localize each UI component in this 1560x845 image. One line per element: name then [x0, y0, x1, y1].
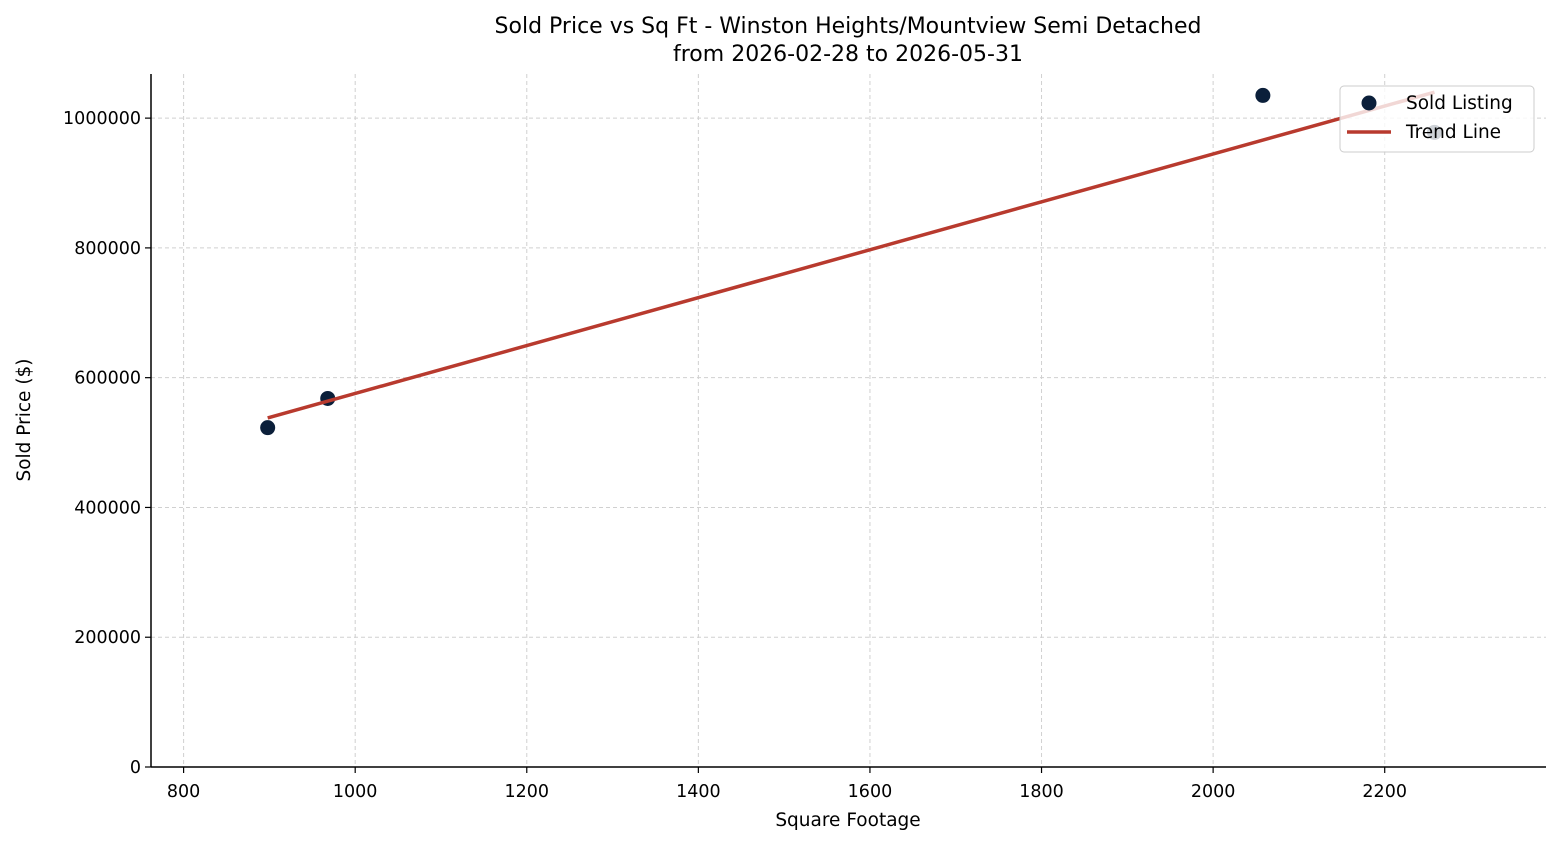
series	[260, 87, 1442, 436]
y-tick-label: 600000	[74, 369, 141, 389]
legend: Sold Listing Trend Line	[1339, 85, 1535, 153]
tick-labels: 800 1000 1200 1400 1600 1800 2000 2200 0 200000 40…	[63, 109, 1407, 802]
sold-listing-point	[1255, 87, 1271, 103]
grid	[151, 74, 1546, 768]
x-tick-label: 2000	[1191, 782, 1236, 802]
legend-label-sold-listing: Sold Listing	[1406, 93, 1513, 114]
chart-title-line1: Sold Price vs Sq Ft - Winston Heights/Mo…	[495, 14, 1202, 39]
y-tick-label: 200000	[74, 628, 141, 648]
y-tick-label: 1000000	[63, 109, 141, 129]
legend-box	[1339, 85, 1535, 153]
trend-line	[267, 90, 1435, 420]
legend-marker-sold-listing	[1361, 95, 1377, 111]
y-tick-label: 0	[130, 758, 141, 778]
sold-listing-point	[260, 420, 276, 436]
x-axis-label: Square Footage	[775, 810, 920, 831]
x-tick-label: 1600	[848, 782, 893, 802]
x-tick-label: 800	[167, 782, 200, 802]
y-axis-label: Sold Price ($)	[14, 358, 35, 481]
y-tick-label: 800000	[74, 239, 141, 259]
x-tick-label: 2200	[1362, 782, 1407, 802]
x-tick-label: 1200	[505, 782, 550, 802]
axes	[150, 74, 1546, 768]
x-tick-label: 1400	[676, 782, 721, 802]
x-tick-label: 1800	[1019, 782, 1064, 802]
legend-label-trend-line: Trend Line	[1405, 122, 1501, 143]
y-tick-label: 400000	[74, 498, 141, 518]
x-tick-label: 1000	[333, 782, 378, 802]
chart-title-line2: from 2026-02-28 to 2026-05-31	[673, 42, 1023, 67]
